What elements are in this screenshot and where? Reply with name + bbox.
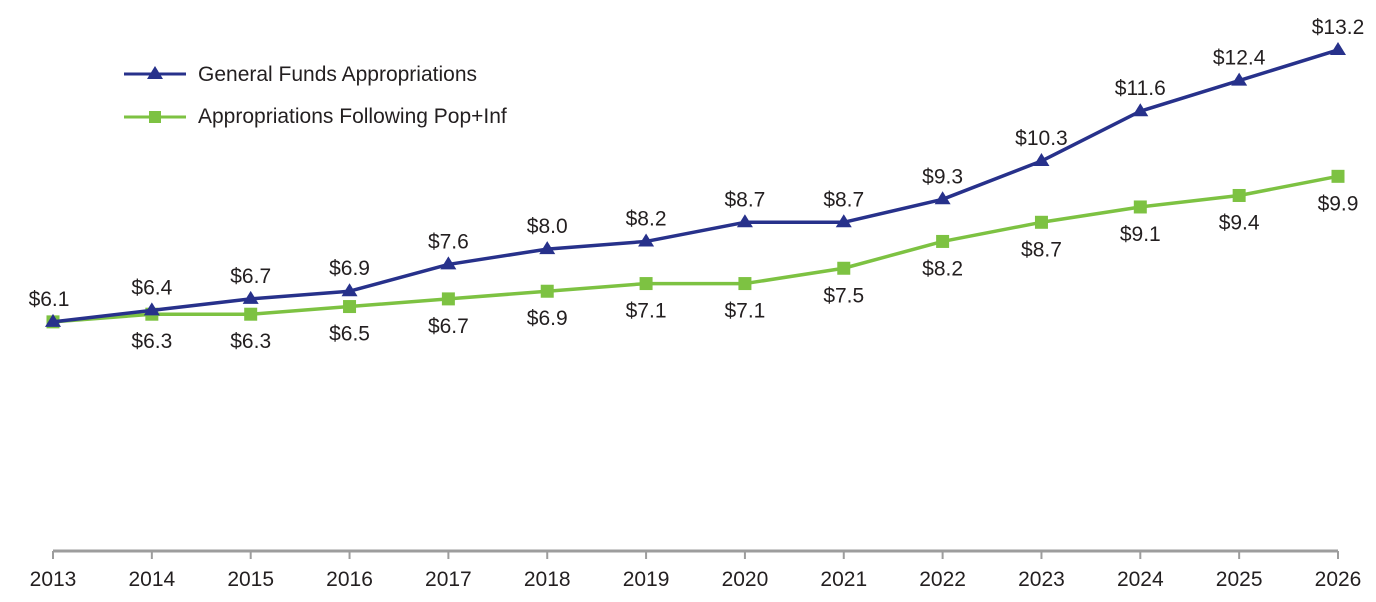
data-point-triangle — [242, 290, 259, 304]
data-label: $10.3 — [1015, 127, 1068, 150]
data-point-square — [1331, 169, 1345, 183]
data-label: $12.4 — [1213, 47, 1266, 70]
legend-label-pop-inf: Appropriations Following Pop+Inf — [198, 105, 507, 128]
data-label: $6.9 — [527, 307, 568, 330]
legend-item-general-funds: General Funds Appropriations — [124, 63, 477, 86]
data-point-square — [441, 292, 455, 306]
data-label: $11.6 — [1115, 77, 1166, 100]
data-label: $9.3 — [922, 165, 963, 188]
data-point-triangle — [638, 233, 655, 247]
x-tick-label: 2015 — [227, 568, 274, 591]
data-point-triangle — [934, 191, 951, 205]
series-group — [45, 41, 1346, 329]
data-point-square — [1034, 215, 1048, 229]
x-tick-label: 2022 — [919, 568, 966, 591]
data-label: $8.2 — [626, 207, 667, 230]
data-label: $6.7 — [230, 265, 271, 288]
data-label: $7.1 — [724, 300, 765, 323]
x-tick-label: 2014 — [128, 568, 175, 591]
data-point-triangle — [45, 313, 61, 327]
data-point-triangle — [143, 302, 160, 316]
x-tick-label: 2020 — [722, 568, 769, 591]
x-tick-label: 2013 — [30, 568, 77, 591]
legend-label-general-funds: General Funds Appropriations — [198, 63, 477, 86]
x-tick-label: 2026 — [1315, 568, 1362, 591]
data-labels: $6.3 $6.3 $6.5 $6.7 $6.9 $7.1 $7.1 $7.5 $8.2 $8.7… — [29, 16, 1365, 353]
legend: General Funds Appropriations Appropriati… — [124, 63, 507, 128]
data-point-triangle — [341, 283, 358, 297]
data-label: $8.7 — [724, 188, 765, 211]
x-axis: 2013 2014 2015 2016 2017 2018 2019 2020 2021 2022… — [30, 549, 1362, 591]
data-point-square — [738, 277, 752, 291]
data-label: $6.4 — [131, 276, 172, 299]
data-label: $9.9 — [1318, 192, 1359, 215]
legend-square-marker — [149, 111, 161, 123]
data-point-square — [1232, 188, 1246, 202]
x-tick-label: 2016 — [326, 568, 373, 591]
data-point-square — [244, 307, 258, 321]
data-label: $8.0 — [527, 215, 568, 238]
x-tick-label: 2021 — [820, 568, 867, 591]
data-label: $6.3 — [131, 330, 172, 353]
data-label: $6.9 — [329, 257, 370, 280]
x-tick-label: 2025 — [1216, 568, 1263, 591]
legend-triangle-marker — [147, 66, 163, 79]
legend-item-pop-inf: Appropriations Following Pop+Inf — [124, 105, 507, 128]
data-label: $9.1 — [1120, 223, 1161, 246]
data-point-triangle — [1231, 72, 1248, 86]
data-point-triangle — [1330, 41, 1346, 55]
data-point-square — [343, 300, 357, 314]
data-label: $6.1 — [29, 288, 70, 311]
data-point-triangle — [835, 214, 852, 228]
data-label: $8.2 — [922, 257, 963, 280]
data-point-square — [639, 277, 653, 291]
x-tick-label: 2018 — [524, 568, 571, 591]
data-label: $6.5 — [329, 323, 370, 346]
data-point-square — [936, 234, 950, 248]
data-label: $7.5 — [823, 284, 864, 307]
data-label: $7.6 — [428, 230, 469, 253]
x-tick-label: 2019 — [623, 568, 670, 591]
data-label: $7.1 — [626, 300, 667, 323]
data-label: $8.7 — [1021, 238, 1062, 261]
data-point-triangle — [440, 256, 457, 270]
series-line-pop-inf — [52, 174, 1339, 324]
data-point-triangle — [1132, 103, 1149, 117]
data-point-triangle — [736, 214, 753, 228]
data-point-square — [1133, 200, 1147, 214]
data-label: $6.3 — [230, 330, 271, 353]
data-point-triangle — [1033, 153, 1050, 167]
data-label: $8.7 — [823, 188, 864, 211]
data-point-triangle — [539, 241, 556, 255]
data-label: $13.2 — [1312, 16, 1365, 39]
x-tick-label: 2017 — [425, 568, 472, 591]
data-label: $6.7 — [428, 315, 469, 338]
x-tick-label: 2023 — [1018, 568, 1065, 591]
data-point-square — [837, 261, 851, 275]
data-label: $9.4 — [1219, 211, 1260, 234]
series-line-general-funds — [52, 48, 1339, 324]
x-tick-label: 2024 — [1117, 568, 1164, 591]
data-point-square — [540, 284, 554, 298]
